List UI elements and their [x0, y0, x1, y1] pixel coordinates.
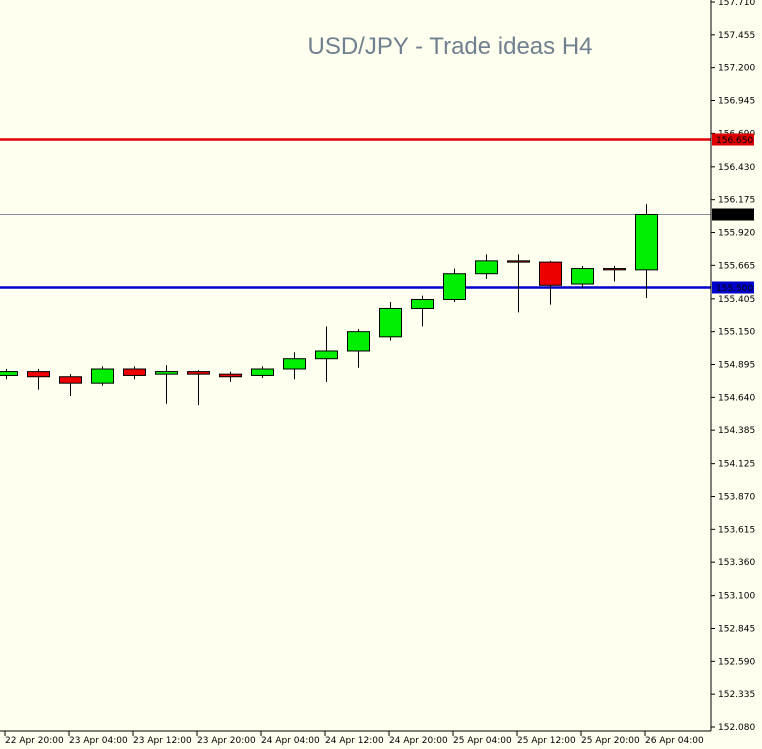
- level-label: 156.065: [716, 211, 753, 221]
- candle-body: [91, 368, 114, 384]
- price-tick-label: 155.150: [718, 328, 755, 338]
- candle-body: [571, 268, 594, 285]
- candle-body: [27, 371, 50, 378]
- time-tick-label: 22 Apr 20:00: [5, 736, 64, 746]
- candle-body: [379, 307, 402, 338]
- price-tick-label: 152.080: [718, 723, 755, 733]
- price-tick-label: 157.710: [718, 0, 755, 8]
- level-label: 155.500: [716, 284, 753, 294]
- candle-body: [539, 261, 562, 286]
- candle-body: [507, 260, 530, 263]
- level-label: 156.650: [716, 136, 753, 146]
- candle-body: [635, 213, 658, 271]
- price-tick-label: 155.665: [718, 261, 755, 271]
- price-tick-label: 154.385: [718, 426, 755, 436]
- candle-body: [603, 268, 626, 271]
- time-tick-label: 24 Apr 04:00: [261, 736, 320, 746]
- price-tick-label: 156.430: [718, 163, 755, 173]
- price-tick-label: 152.845: [718, 624, 755, 634]
- price-tick-label: 153.100: [718, 592, 755, 602]
- price-tick-label: 155.405: [718, 295, 755, 305]
- price-tick-label: 155.920: [718, 229, 755, 239]
- level-labels: 156.650 156.065 155.500: [712, 133, 754, 294]
- price-tick-label: 153.615: [718, 525, 755, 535]
- candle-body: [347, 331, 370, 352]
- time-tick-label: 25 Apr 20:00: [581, 736, 640, 746]
- price-tick-label: 152.335: [718, 690, 755, 700]
- level-label-box: [712, 133, 754, 146]
- time-axis: 22 Apr 20:00 23 Apr 04:00 23 Apr 12:00 23 A…: [4, 731, 704, 746]
- time-tick-label: 25 Apr 04:00: [453, 736, 512, 746]
- price-tick-label: 153.870: [718, 492, 755, 502]
- candle-body: [187, 371, 210, 375]
- candle-body: [411, 298, 434, 309]
- candle-body: [315, 350, 338, 360]
- price-tick-label: 157.200: [718, 64, 755, 74]
- time-tick-label: 23 Apr 12:00: [133, 736, 192, 746]
- price-tick-label: 152.590: [718, 657, 755, 667]
- time-tick-label: 25 Apr 12:00: [517, 736, 576, 746]
- candle-body: [0, 371, 18, 376]
- candle-body: [123, 368, 146, 376]
- candle-body: [283, 358, 306, 370]
- price-tick-label: 154.640: [718, 393, 755, 403]
- chart-title: USD/JPY - Trade ideas H4: [307, 33, 592, 60]
- price-tick-label: 156.945: [718, 97, 755, 107]
- candles: [0, 204, 658, 406]
- price-tick-label: 154.895: [718, 361, 755, 371]
- level-label-box: [712, 281, 754, 294]
- candle-body: [59, 376, 82, 384]
- time-tick-label: 26 Apr 04:00: [645, 736, 704, 746]
- price-tick-label: 154.125: [718, 460, 755, 470]
- time-tick-label: 24 Apr 20:00: [389, 736, 448, 746]
- candle-body: [155, 371, 178, 375]
- price-tick-label: 157.455: [718, 31, 755, 41]
- time-tick-label: 24 Apr 12:00: [325, 736, 384, 746]
- price-tick-label: 156.175: [718, 196, 755, 206]
- candle-body: [475, 260, 498, 275]
- level-label-box: [712, 208, 754, 221]
- time-tick-label: 23 Apr 20:00: [197, 736, 256, 746]
- price-tick-label: 153.360: [718, 558, 755, 568]
- candle-body: [443, 273, 466, 300]
- candle-body: [219, 373, 242, 378]
- candle-body: [251, 368, 274, 376]
- horizontal-levels: [0, 138, 711, 289]
- time-tick-label: 23 Apr 04:00: [69, 736, 128, 746]
